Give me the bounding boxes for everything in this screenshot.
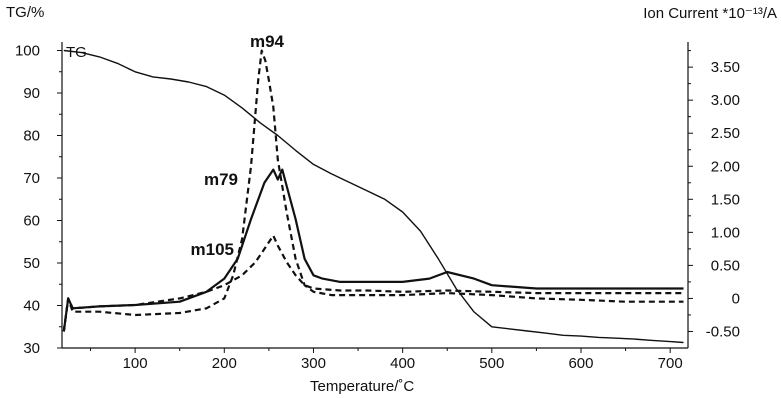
- x-axis-title: Temperature/˚C: [310, 378, 415, 395]
- series-line-m79: [62, 168, 684, 332]
- y-right-tick-label: -0.50: [706, 323, 740, 340]
- x-tick-label: 100: [123, 355, 148, 372]
- series-line-m94: [62, 49, 684, 332]
- y-right-tick-label: 2.50: [711, 125, 740, 142]
- series-line-m105: [62, 234, 684, 332]
- y-right-tick-label: 3.50: [711, 59, 740, 76]
- y-left-tick-label: 30: [23, 340, 40, 357]
- y-left-tick-label: 50: [23, 255, 40, 272]
- y-right-tick-label: 2.00: [711, 158, 740, 175]
- x-tick-label: 600: [568, 355, 593, 372]
- y-left-tick-label: 40: [23, 298, 40, 315]
- series-label-tg: TG: [66, 44, 87, 61]
- y-left-tick-label: 70: [23, 170, 40, 187]
- series-line-tg: [63, 49, 684, 344]
- y-right-tick-label: 1.00: [711, 224, 740, 241]
- series-label-m79: m79: [204, 170, 238, 189]
- series-label-m94: m94: [250, 32, 285, 51]
- x-tick-label: 200: [212, 355, 237, 372]
- y-right-tick-label: 0.50: [711, 257, 740, 274]
- y-right-tick-label: 0: [732, 290, 740, 307]
- right-axis-title: Ion Current *10⁻¹³/A: [643, 5, 777, 22]
- y-left-tick-label: 60: [23, 213, 40, 230]
- y-right-tick-label: 1.50: [711, 191, 740, 208]
- x-tick-label: 500: [479, 355, 504, 372]
- left-axis-title: TG/%: [6, 4, 45, 21]
- x-tick-label: 300: [301, 355, 326, 372]
- y-right-tick-label: 3.00: [711, 92, 740, 109]
- x-tick-label: 700: [658, 355, 683, 372]
- x-tick-label: 400: [390, 355, 415, 372]
- y-left-tick-label: 80: [23, 128, 40, 145]
- y-left-tick-label: 90: [23, 85, 40, 102]
- series-label-m105: m105: [191, 240, 234, 259]
- y-left-tick-label: 100: [15, 43, 40, 60]
